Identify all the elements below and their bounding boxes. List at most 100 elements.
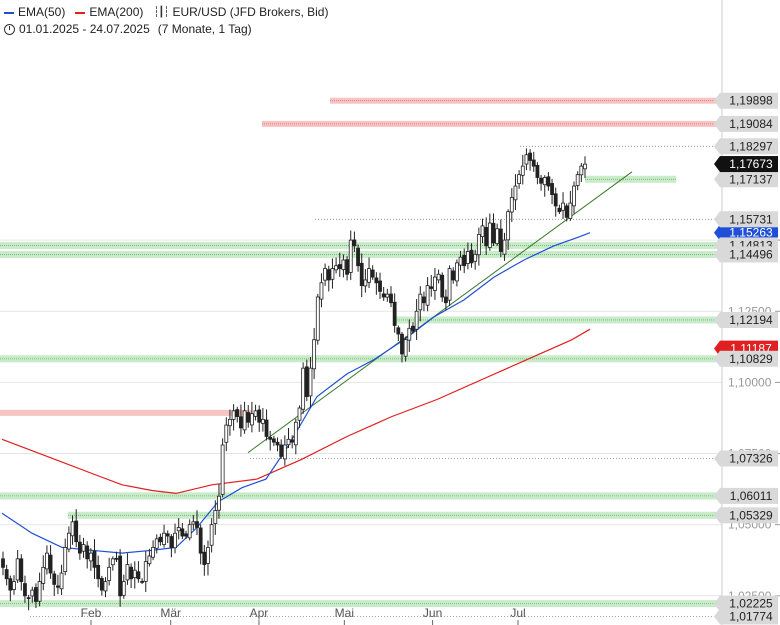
candle-body [579,165,584,176]
candle-body [147,555,152,565]
candle-body [279,444,284,457]
price-tag-bg [720,156,778,173]
candle-body [70,521,75,537]
candle-body [509,197,514,213]
candle-body [323,268,328,281]
candle-body [484,227,489,247]
level-price-tag: 1,10829 [714,350,778,367]
legend-ema200: EMA(200) [75,4,143,21]
price-tag-label: 1,07326 [729,451,773,465]
candle-body [392,301,397,326]
candle-body [107,566,112,581]
candle-body [429,286,434,289]
candle-body [184,533,188,537]
candle-body [528,152,532,161]
candle-body [96,564,101,580]
candle-body [374,277,379,284]
candle-body [19,558,24,582]
candle-body [458,256,463,266]
candle-body [169,536,174,548]
candle-body [418,293,423,311]
candle-body [495,228,500,244]
level-price-tag: 1,14496 [714,246,778,263]
candle-body [250,413,254,426]
candle-body [422,296,426,304]
candle-body [118,555,123,597]
candle-body [63,547,68,572]
candle-body [356,247,360,267]
candle-body [568,202,573,219]
candle-body [385,293,390,298]
price-tag-pointer [714,311,720,328]
candle-body [575,174,580,186]
candle-body [444,296,448,304]
candle-body [202,551,207,565]
candle-body [367,268,371,283]
candle-body [209,524,214,546]
support-zone [395,316,722,324]
price-tag-pointer [714,450,720,467]
price-tag-pointer [714,171,720,188]
level-price-tag: 1,18297 [714,138,778,155]
candle-body [66,532,71,550]
price-tag-pointer [714,340,720,357]
clock-icon [4,24,15,35]
price-tag-bg [720,608,778,625]
candle-body [451,270,456,281]
candle-body [469,249,474,264]
candle-body [162,532,166,545]
candle-body [308,367,313,397]
candle-body [12,581,16,591]
date-tick-label: Jun [423,606,442,620]
candle-body [326,269,331,281]
price-tag-pointer [714,224,720,241]
chart-legend: EMA(50) EMA(200) ┆┃┆ EUR/USD (JFD Broker… [4,4,334,38]
candle-body [345,259,349,275]
candle-body [45,552,49,570]
candle-body [363,279,368,287]
price-tag-pointer [714,595,720,612]
candle-body [506,211,511,241]
candle-body [224,424,229,443]
ema50-label: EMA(50) [18,5,66,19]
level-price-tag: 1,12194 [714,311,778,328]
candle-body [425,285,430,306]
candle-body [498,228,503,252]
candle-body [286,438,291,446]
candle-body [564,205,569,218]
price-tag-bg [720,246,778,263]
candle-body [341,259,346,270]
candle-body [173,532,177,549]
candle-body [553,193,558,207]
candle-body [282,444,287,460]
candle-body [301,367,306,410]
candle-body [542,177,547,186]
candle-body [77,541,82,554]
candlestick-icon: ┆┃┆ [153,7,169,18]
candle-body [30,589,35,597]
symbol-label: EUR/USD (JFD Brokers, Bid) [172,5,329,19]
level-price-tag: 1,01774 [714,608,778,625]
ema50-price-tag: 1,15263 [714,224,778,241]
price-tag-bg [720,115,778,132]
level-price-tag: 1,17137 [714,171,778,188]
candle-body [140,580,144,583]
candle-body [239,416,243,429]
candle-body [359,262,364,287]
candle-body [476,234,481,256]
price-tag-pointer [714,350,720,367]
price-tag-bg [720,595,778,612]
candle-body [381,293,386,298]
price-tag-pointer [714,115,720,132]
candle-body [81,544,86,552]
candle-body [535,164,540,178]
candle-body [154,538,159,549]
price-tag-bg [720,171,778,188]
candle-body [297,407,302,421]
price-tag-pointer [714,507,720,524]
price-tag-label: 1,17673 [729,157,773,171]
candle-body [26,597,31,600]
price-tag-label: 1,06011 [730,489,773,503]
candle-body [195,521,199,528]
